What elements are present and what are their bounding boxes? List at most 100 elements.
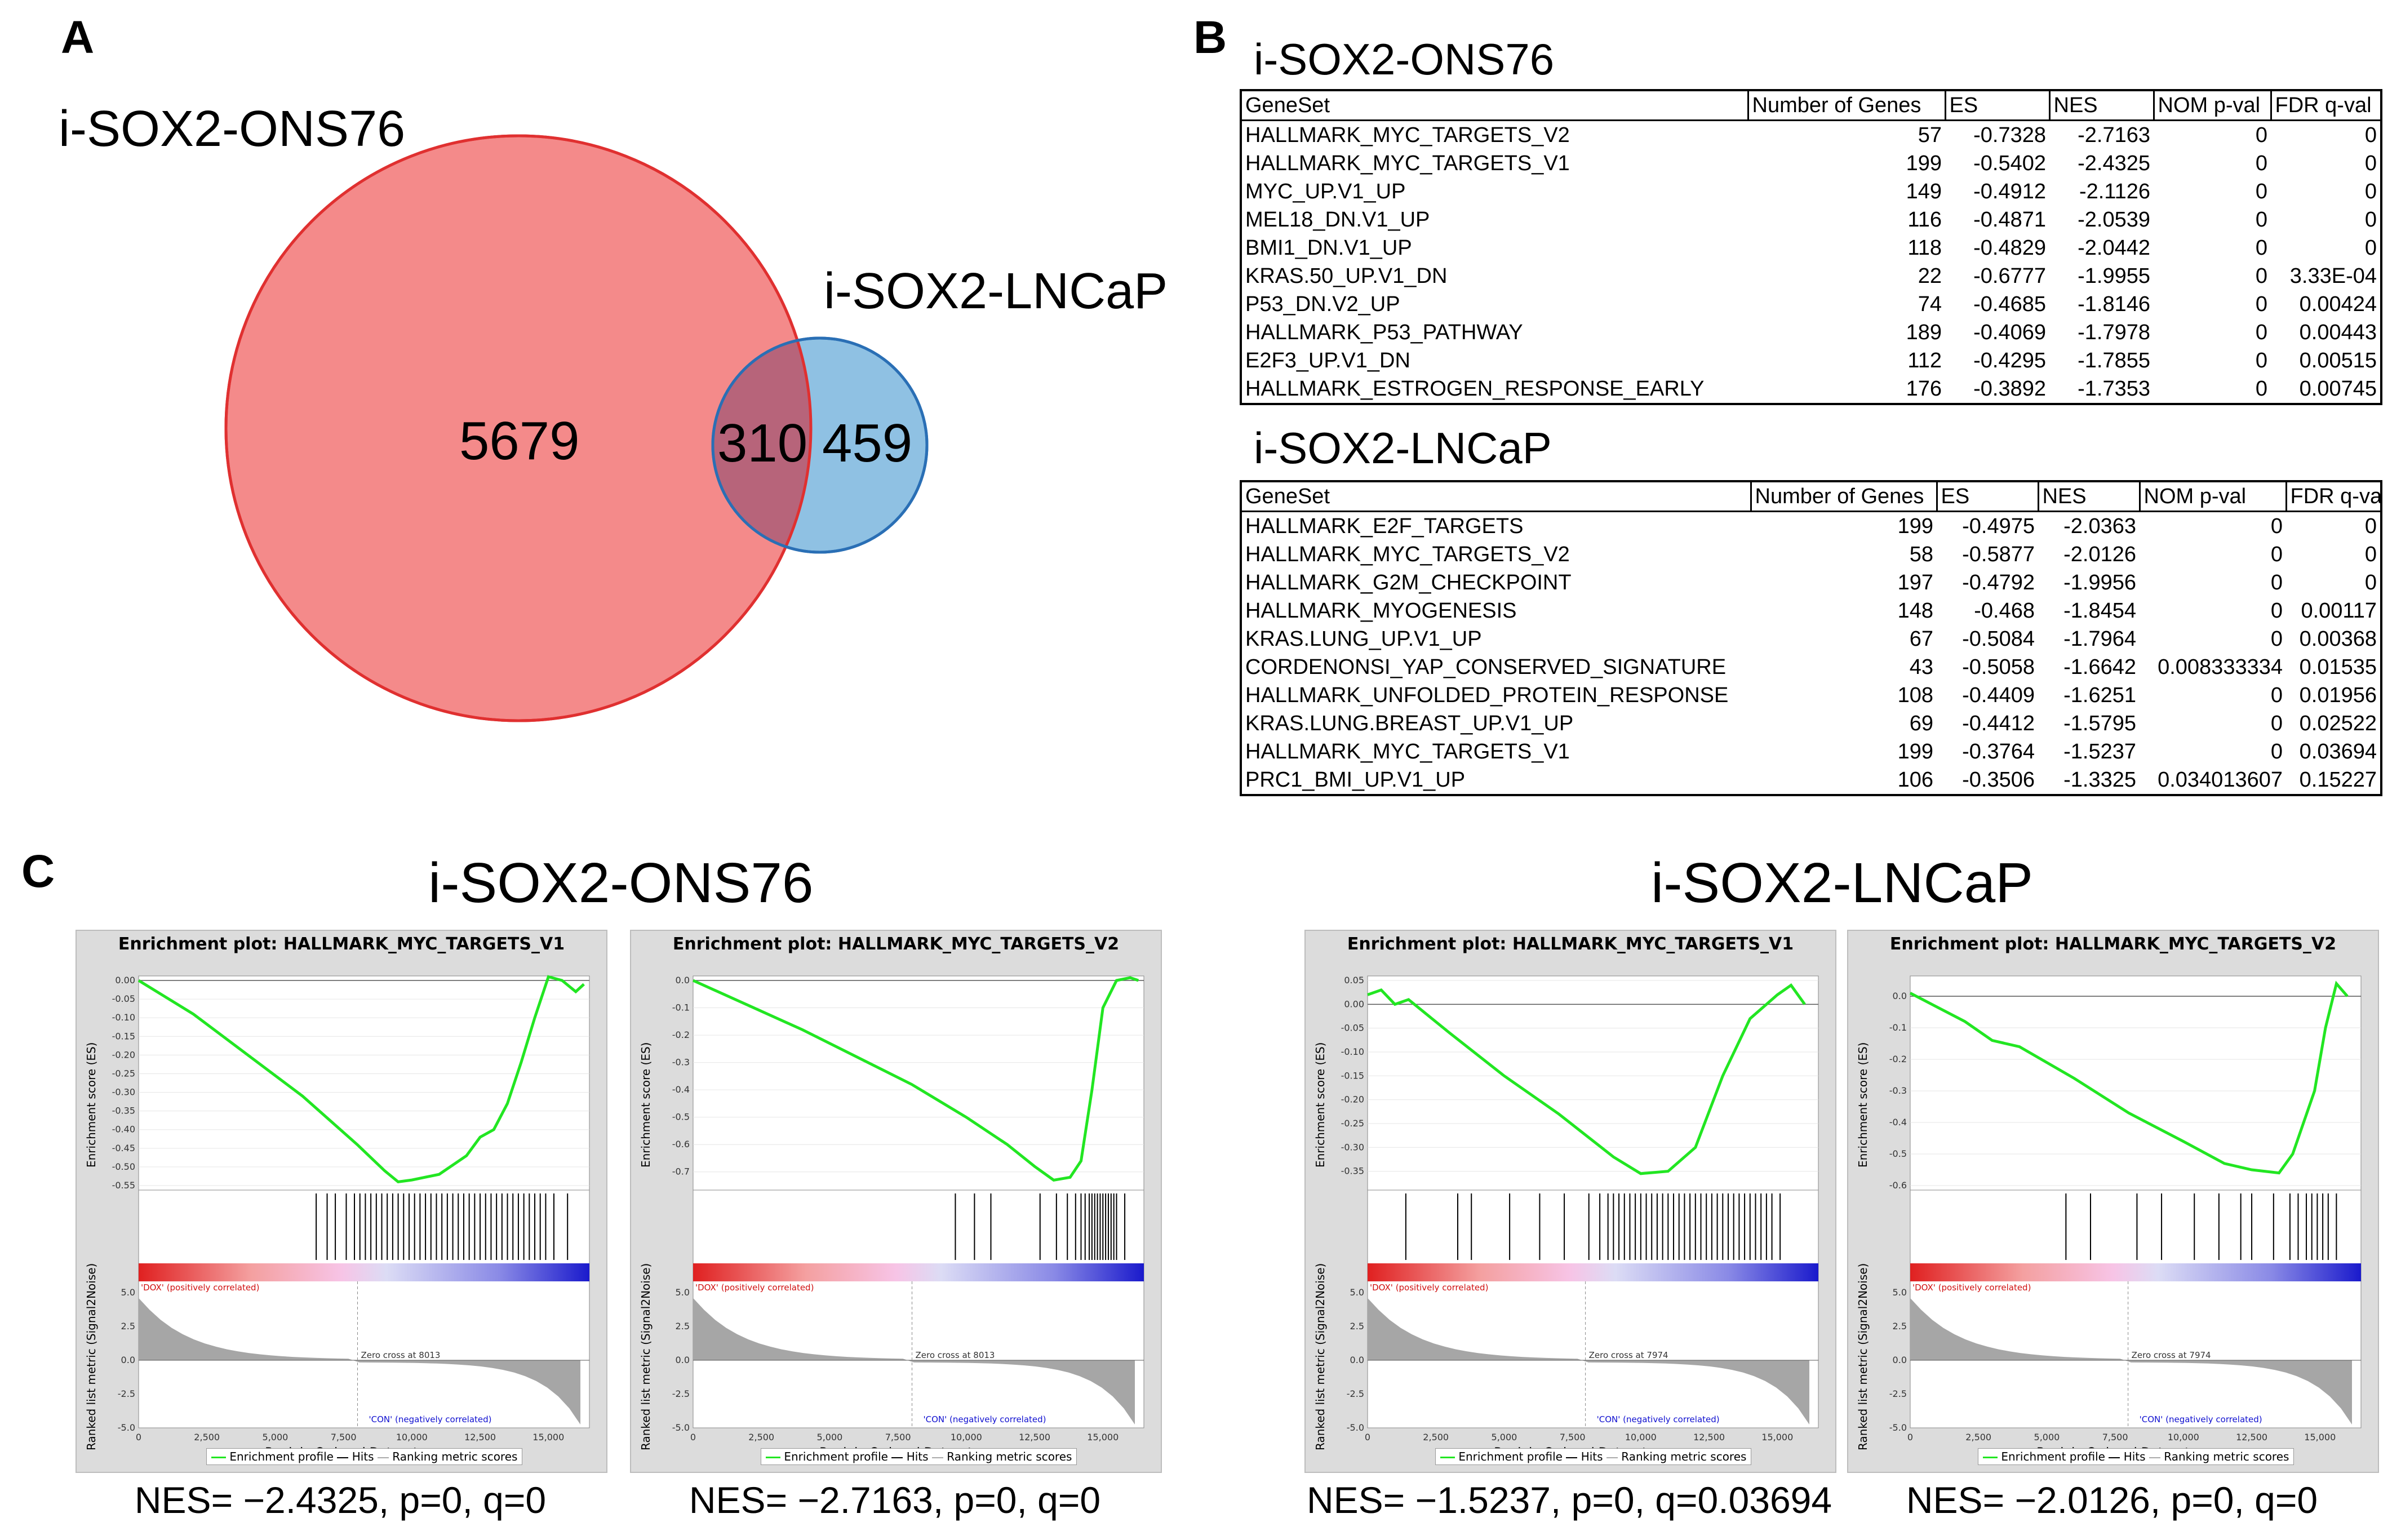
nes-caption: NES= −2.4325, p=0, q=0 [134,1479,547,1521]
value-cell: 0.03694 [2299,739,2377,764]
enrichment-plot: Enrichment plot: HALLMARK_MYC_TARGETS_V1… [76,930,607,1473]
zero-cross-label: Zero cross at 8013 [361,1350,441,1360]
legend-hits-swatch [337,1457,349,1458]
value-cell: 0.00515 [2299,348,2377,372]
table-row: MYC_UP.V1_UP 149 -0.4912 -2.1126 0 0 [1241,177,2381,206]
legend-hits-label: Hits [1581,1450,1603,1463]
venn-set2-label: i-SOX2-LNCaP [824,263,1168,319]
es-axis-label: Enrichment score (ES) [1856,1042,1870,1168]
metric-tick-label: 2.5 [121,1321,135,1332]
value-cell: -2.0126 [2063,542,2136,566]
value-cell: -0.5402 [1973,151,2046,175]
metric-tick-label: 0.0 [121,1355,135,1365]
metric-tick-label: 5.0 [1893,1287,1907,1298]
value-cell: 0 [2270,683,2283,707]
value-cell: -1.6251 [2063,683,2136,707]
enrichment-profile-line [1909,980,2349,1175]
value-cell: 0 [2270,739,2283,764]
zero-cross-label: Zero cross at 7974 [2132,1350,2211,1360]
ranking-heat-bar [1368,1263,1818,1281]
x-tick-label: 5,000 [2034,1432,2060,1443]
metric-tick-label: 0.0 [1893,1355,1907,1365]
value-cell: -0.5058 [1962,655,2035,679]
es-tick-label: -0.15 [112,1031,135,1041]
es-tick-label: -0.10 [112,1012,135,1023]
value-cell: 149 [1906,179,1942,203]
value-cell: 116 [1907,207,1942,232]
es-tick-label: -0.30 [1341,1142,1364,1152]
plot-legend: Enrichment profile Hits Ranking metric s… [761,1448,1077,1465]
geneset-name-cell: CORDENONSI_YAP_CONSERVED_SIGNATURE [1245,655,1727,679]
table-row: HALLMARK_MYOGENESIS 148 -0.468 -1.8454 0 0.00… [1241,597,2381,625]
value-cell: 0.15227 [2299,767,2377,792]
legend-profile-swatch [766,1457,780,1458]
value-cell: 43 [1909,655,1933,679]
es-tick-label: -0.30 [112,1087,135,1098]
metric-axis-label: Ranked list metric (Signal2Noise) [1313,1263,1327,1450]
es-tick-label: -0.20 [112,1049,135,1060]
x-tick-label: 10,000 [2168,1432,2199,1443]
es-tick-label: -0.15 [1341,1070,1364,1081]
es-tick-label: -0.05 [1341,1023,1364,1033]
value-cell: 0 [2364,207,2377,232]
legend-metric-label: Ranking metric scores [392,1450,518,1463]
x-tick-label: 10,000 [951,1432,982,1443]
panel-c-letter: C [21,846,55,897]
value-cell: 0 [2255,348,2267,372]
legend-metric-swatch [377,1457,389,1458]
value-cell: -0.5084 [1962,627,2035,651]
x-tick-label: 0 [1365,1432,1370,1443]
positive-correlation-label: 'DOX' (positively correlated) [141,1282,259,1293]
x-tick-label: 12,500 [2236,1432,2267,1443]
value-cell: -0.7328 [1973,123,2046,147]
geneset-name-cell: HALLMARK_MYC_TARGETS_V1 [1245,739,1570,764]
value-cell: 0 [2255,123,2267,147]
geneset-name-cell: BMI1_DN.V1_UP [1245,236,1412,260]
zero-cross-label: Zero cross at 8013 [916,1350,995,1360]
x-tick-label: 7,500 [1560,1432,1586,1443]
value-cell: 0 [2255,207,2267,232]
geneset-name-cell: PRC1_BMI_UP.V1_UP [1245,767,1466,792]
ranking-metric-area [1910,1298,2352,1424]
value-cell: 176 [1906,376,1942,401]
legend-metric-label: Ranking metric scores [947,1450,1072,1463]
es-tick-label: -0.45 [112,1143,135,1153]
value-cell: -0.4871 [1973,207,2046,232]
geneset-name-cell: HALLMARK_MYC_TARGETS_V1 [1245,151,1570,175]
value-cell: -0.6777 [1973,264,2046,288]
es-axis-label: Enrichment score (ES) [85,1042,98,1168]
geneset-name-cell: E2F3_UP.V1_DN [1245,348,1410,372]
x-tick-label: 0 [1907,1432,1913,1443]
value-cell: 0 [2270,598,2283,623]
value-cell: -0.4412 [1962,711,2035,735]
metric-tick-label: 5.0 [676,1287,690,1298]
venn-overlap [713,338,811,552]
value-cell: -1.6642 [2063,655,2136,679]
table-row: HALLMARK_ESTROGEN_RESPONSE_EARLY 176 -0.38… [1241,375,2381,404]
es-tick-label: -0.50 [112,1161,135,1172]
value-cell: -2.7163 [2078,123,2150,147]
es-tick-label: 0.05 [1344,975,1364,986]
legend-hits-swatch [891,1457,903,1458]
geneset-name-cell: HALLMARK_ESTROGEN_RESPONSE_EARLY [1245,376,1705,401]
x-tick-label: 12,500 [1019,1432,1050,1443]
value-cell: -0.4685 [1973,292,2046,316]
legend-metric-label: Ranking metric scores [1621,1450,1747,1463]
value-cell: 108 [1897,683,1933,707]
metric-tick-label: -2.5 [1347,1388,1364,1399]
geneset-name-cell: KRAS.50_UP.V1_DN [1245,264,1448,288]
es-tick-label: -0.5 [1889,1148,1907,1159]
col-header: ES [1944,89,2051,121]
plot-legend: Enrichment profile Hits Ranking metric s… [1978,1448,2295,1465]
es-tick-label: -0.2 [672,1029,690,1040]
metric-tick-label: 5.0 [1350,1287,1364,1298]
value-cell: 189 [1906,320,1942,344]
table-row: KRAS.50_UP.V1_DN 22 -0.6777 -1.9955 0 3.33E-0… [1241,262,2381,290]
value-cell: 199 [1897,514,1933,538]
x-tick-label: 15,000 [532,1432,564,1443]
value-cell: -1.7855 [2078,348,2150,372]
es-tick-label: -0.3 [1889,1085,1907,1096]
venn-set1-count: 5679 [459,411,580,471]
enrichment-profile-line [692,976,1139,1182]
value-cell: 0 [2364,151,2377,175]
